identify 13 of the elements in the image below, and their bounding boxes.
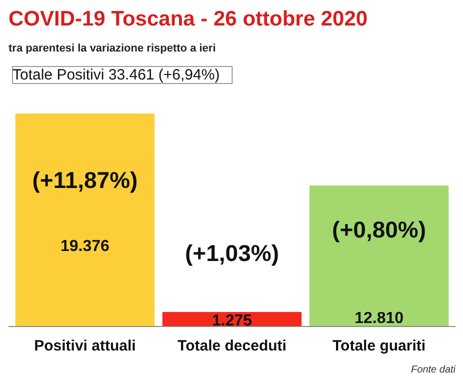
data-label: 12.810 [354, 310, 404, 327]
annotation: (+1,03%) [185, 240, 279, 266]
chart-subtitle: tra parentesi la variazione rispetto a ieri [8, 42, 216, 54]
text: Totale Positivi 33.461 (+6,94%) [12, 66, 220, 84]
data-label: 19.376 [60, 238, 110, 255]
data-label: 1.275 [212, 312, 252, 330]
chart-title: COVID-19 Toscana - 26 ottobre 2020 [8, 8, 368, 30]
source-note: Fonte dati [411, 364, 456, 376]
x-tick-label: Positivi attuali [34, 338, 136, 354]
annotation: (+0,80%) [332, 216, 426, 243]
annotation: (+11,87%) [32, 166, 138, 193]
x-tick-label: Totale guariti [332, 338, 426, 354]
x-tick-label: Totale deceduti [178, 338, 286, 354]
